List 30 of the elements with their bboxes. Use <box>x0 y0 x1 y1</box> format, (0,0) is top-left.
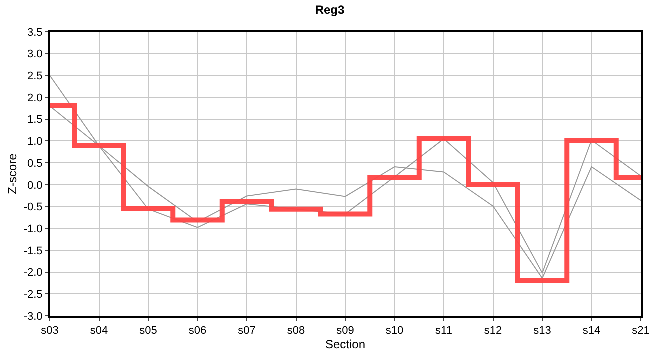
y-tick-label: 1.0 <box>28 136 43 148</box>
y-tick-label: -0.5 <box>24 202 43 214</box>
x-tick-label: s04 <box>90 325 108 338</box>
y-tick-label: 2.0 <box>28 92 43 104</box>
y-tick-label: 3.0 <box>28 48 43 61</box>
y-tick-label: -1.5 <box>24 245 43 258</box>
y-tick-label: -3.0 <box>24 310 43 323</box>
x-tick-label: s06 <box>188 325 207 338</box>
y-tick-label: -1.0 <box>24 223 43 236</box>
y-tick-label: -2.5 <box>24 289 43 301</box>
x-tick-label: s03 <box>41 325 59 338</box>
y-tick-label: 1.5 <box>28 114 43 126</box>
y-tick-label: 0.0 <box>28 180 43 192</box>
x-tick-label: s08 <box>287 325 306 338</box>
x-tick-label: s21 <box>632 325 650 338</box>
y-tick-label: 0.5 <box>28 158 43 170</box>
y-tick-label: 2.5 <box>28 70 43 83</box>
x-tick-label: s13 <box>534 325 552 338</box>
x-tick-label: s07 <box>238 325 256 338</box>
x-tick-label: s10 <box>386 325 404 338</box>
x-axis-title: Section <box>325 338 366 352</box>
y-axis-title: Z-score <box>6 153 20 194</box>
y-tick-label: 3.5 <box>28 26 43 39</box>
x-tick-label: s12 <box>484 325 502 338</box>
x-tick-label: s14 <box>582 325 601 338</box>
y-tick-label: -2.0 <box>24 267 43 280</box>
chart-title: Reg3 <box>315 2 345 17</box>
x-tick-label: s09 <box>336 325 354 338</box>
x-tick-label: s11 <box>436 325 452 338</box>
x-tick-label: s05 <box>140 325 158 338</box>
